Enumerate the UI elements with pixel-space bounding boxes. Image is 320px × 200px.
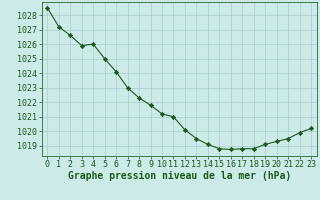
X-axis label: Graphe pression niveau de la mer (hPa): Graphe pression niveau de la mer (hPa) <box>68 171 291 181</box>
